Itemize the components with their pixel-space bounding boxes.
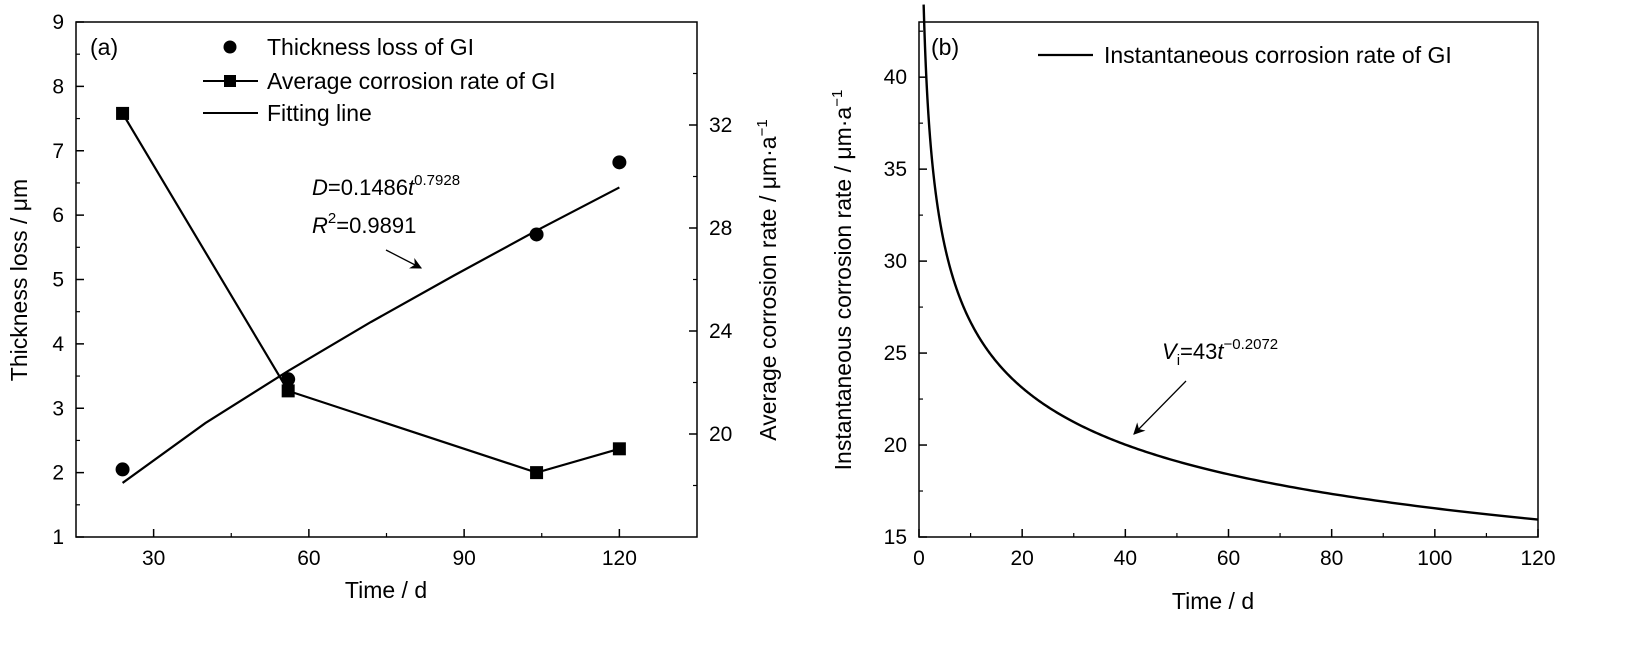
thickness-loss-point bbox=[612, 155, 627, 170]
thickness-loss-point bbox=[281, 372, 296, 387]
fit-equation-a: D=0.1486t0.7928 R2=0.9891 bbox=[312, 172, 460, 269]
y-axis-right-label-main-a: Average corrosion rate / μm·a bbox=[755, 136, 781, 440]
x-tick-label-a: 120 bbox=[602, 547, 637, 570]
series-a bbox=[115, 106, 627, 484]
plot-frame-b bbox=[918, 21, 1539, 538]
panel-b: (b) 0 20 40 60 80 100 120 15 20 25 30 35 40 Time / … bbox=[829, 4, 1556, 614]
eq-var-d: D bbox=[312, 175, 328, 200]
x-axis-ticks-b: 0 20 40 60 80 100 120 bbox=[913, 529, 1556, 570]
x-tick-label-b: 20 bbox=[1010, 547, 1033, 570]
y-tick-label-b: 30 bbox=[884, 250, 907, 273]
y-axis-left-label-a: Thickness loss / μm bbox=[6, 179, 32, 381]
y-left-tick-label-a: 1 bbox=[52, 526, 64, 549]
eq-exponent-a: 0.7928 bbox=[414, 172, 460, 189]
eq-subscript-i: i bbox=[1177, 352, 1180, 369]
eq-var-r: R bbox=[312, 213, 328, 238]
x-tick-label-b: 80 bbox=[1320, 547, 1343, 570]
y-axis-left-ticks-a: 1 2 3 4 5 6 7 8 9 bbox=[52, 11, 84, 549]
average-rate-point bbox=[612, 442, 626, 456]
legend-item-thickness: Thickness loss of GI bbox=[267, 34, 474, 60]
plot-frame-a bbox=[75, 21, 698, 538]
equation-b: Vi=43t−0.2072 bbox=[1162, 336, 1278, 369]
legend-item-instantaneous: Instantaneous corrosion rate of GI bbox=[1104, 42, 1452, 68]
y-left-tick-label-a: 8 bbox=[52, 75, 64, 98]
average-rate-point bbox=[116, 106, 130, 120]
panel-label-b: (b) bbox=[931, 34, 959, 60]
y-axis-right-label-sup-a: −1 bbox=[754, 119, 771, 136]
series-b bbox=[922, 4, 1539, 521]
x-tick-label-a: 90 bbox=[452, 547, 475, 570]
y-tick-label-b: 40 bbox=[884, 66, 907, 89]
x-tick-label-a: 60 bbox=[297, 547, 320, 570]
eq-var-t-a: t bbox=[408, 175, 415, 200]
equation-line-2: R2=0.9891 bbox=[312, 210, 416, 238]
legend-b: Instantaneous corrosion rate of GI bbox=[1038, 42, 1452, 68]
y-tick-label-b: 15 bbox=[884, 526, 907, 549]
y-right-tick-label-a: 20 bbox=[709, 423, 732, 446]
legend-marker-square bbox=[224, 75, 236, 87]
y-left-tick-label-a: 6 bbox=[52, 204, 64, 227]
y-left-tick-label-a: 4 bbox=[52, 333, 64, 356]
panel-label-a: (a) bbox=[90, 34, 118, 60]
y-tick-label-b: 35 bbox=[884, 158, 907, 181]
x-tick-label-b: 60 bbox=[1217, 547, 1240, 570]
eq-coef-b: =43 bbox=[1180, 339, 1217, 364]
eq-coef-a: =0.1486 bbox=[328, 175, 408, 200]
y-axis-right-ticks-a: 20 24 28 32 bbox=[689, 72, 733, 487]
y-left-tick-label-a: 3 bbox=[52, 397, 64, 420]
y-right-tick-label-a: 32 bbox=[709, 114, 732, 137]
eq-var-v: V bbox=[1162, 339, 1179, 364]
y-axis-ticks-b: 15 20 25 30 35 40 bbox=[884, 30, 927, 549]
x-axis-label-a: Time / d bbox=[345, 577, 427, 603]
average-rate-point bbox=[530, 466, 544, 480]
thickness-loss-point bbox=[529, 227, 544, 242]
panel-a: (a) 30 60 90 120 1 2 3 4 5 6 7 8 9 20 24 28 32 Time / … bbox=[6, 11, 781, 603]
y-tick-label-b: 20 bbox=[884, 434, 907, 457]
legend-item-average: Average corrosion rate of GI bbox=[267, 68, 556, 94]
y-right-tick-label-a: 28 bbox=[709, 217, 732, 240]
annotation-arrow-a bbox=[385, 249, 423, 269]
y-left-tick-label-a: 2 bbox=[52, 462, 64, 485]
x-tick-label-b: 120 bbox=[1520, 547, 1555, 570]
y-axis-right-label-a: Average corrosion rate / μm·a−1 bbox=[754, 119, 781, 440]
legend-item-fitting: Fitting line bbox=[267, 100, 372, 126]
x-tick-label-b: 100 bbox=[1417, 547, 1452, 570]
legend-a: Thickness loss of GI Average corrosion r… bbox=[203, 34, 556, 126]
y-axis-label-main-b: Instantaneous corrosion rate / μm·a bbox=[830, 107, 856, 471]
equation-line-1: D=0.1486t0.7928 bbox=[312, 172, 460, 200]
y-tick-label-b: 25 bbox=[884, 342, 907, 365]
x-axis-ticks-a: 30 60 90 120 bbox=[142, 529, 637, 570]
eq-r-exponent: 2 bbox=[328, 210, 336, 227]
eq-exponent-b: −0.2072 bbox=[1223, 336, 1278, 353]
x-tick-label-a: 30 bbox=[142, 547, 165, 570]
y-axis-label-b: Instantaneous corrosion rate / μm·a−1 bbox=[829, 90, 856, 471]
instantaneous-rate-curve bbox=[922, 4, 1539, 521]
eq-r-value: =0.9891 bbox=[336, 213, 416, 238]
y-right-tick-label-a: 24 bbox=[709, 320, 733, 343]
x-tick-label-b: 0 bbox=[913, 547, 925, 570]
y-left-tick-label-a: 7 bbox=[52, 140, 64, 163]
eq-var-t-b: t bbox=[1217, 339, 1224, 364]
y-left-tick-label-a: 9 bbox=[52, 11, 64, 34]
annotation-arrow-b bbox=[1133, 380, 1187, 435]
fit-equation-b: Vi=43t−0.2072 bbox=[1133, 336, 1278, 435]
thickness-loss-point bbox=[115, 462, 130, 477]
legend-marker-circle bbox=[223, 40, 237, 54]
y-axis-label-sup-b: −1 bbox=[829, 90, 846, 107]
y-left-tick-label-a: 5 bbox=[52, 269, 64, 292]
x-axis-label-b: Time / d bbox=[1172, 588, 1254, 614]
average-rate-point bbox=[281, 384, 295, 398]
average-rate-line bbox=[121, 112, 620, 474]
x-tick-label-b: 40 bbox=[1114, 547, 1137, 570]
